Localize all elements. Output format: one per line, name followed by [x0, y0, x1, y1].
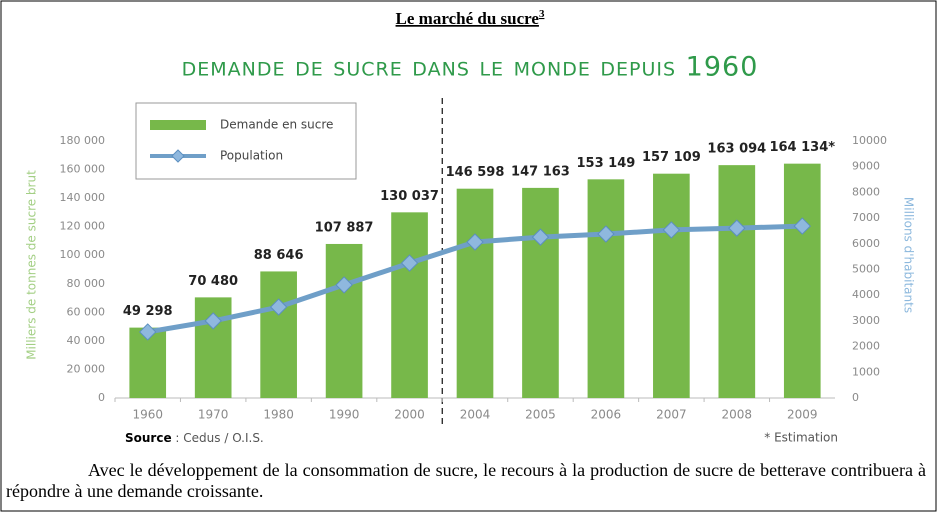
- bar: [325, 243, 363, 398]
- source-text: : Cedus / O.I.S.: [172, 431, 264, 445]
- bar: [587, 179, 625, 398]
- source: Source : Cedus / O.I.S.: [125, 431, 264, 445]
- footnote-ref: 3: [539, 8, 545, 20]
- y2-tick-label: 9000: [852, 160, 880, 173]
- note: * Estimation: [764, 431, 838, 445]
- y2-tick-label: 7000: [852, 211, 880, 224]
- legend-swatch: [150, 120, 206, 130]
- value-label: 49 298: [123, 304, 173, 319]
- y-tick-label: 140 000: [60, 191, 106, 204]
- y-tick-label: 60 000: [67, 305, 106, 318]
- y-tick-label: 120 000: [60, 220, 106, 233]
- legend-box: [135, 102, 357, 180]
- marker: [597, 225, 615, 243]
- x-tick-label: 1990: [329, 408, 360, 422]
- value-label: 157 109: [642, 150, 701, 165]
- y2-tick-label: 4000: [852, 288, 880, 301]
- value-label: 130 037: [380, 189, 439, 204]
- marker: [335, 276, 353, 294]
- value-label: 164 134*: [769, 140, 835, 155]
- y2-tick-label: 8000: [852, 185, 880, 198]
- x-tick-label: 2007: [656, 408, 687, 422]
- marker: [139, 323, 157, 341]
- legend-label: Demande en sucre: [220, 118, 333, 132]
- bar: [260, 271, 297, 398]
- x-tick-label: 2005: [525, 408, 556, 422]
- marker: [204, 312, 222, 330]
- y-tick-label: 20 000: [67, 362, 106, 375]
- source-label: Source: [125, 431, 172, 445]
- legend-marker: [171, 149, 185, 163]
- bar: [456, 188, 494, 398]
- x-tick-label: 1980: [263, 408, 294, 422]
- bar: [391, 212, 428, 398]
- y2-tick-label: 2000: [852, 340, 880, 353]
- marker: [269, 298, 288, 316]
- bar: [653, 173, 690, 398]
- y-tick-label: 40 000: [67, 334, 106, 347]
- doc-title: Le marché du sucre3: [396, 8, 545, 28]
- x-tick-label: 2009: [787, 408, 818, 422]
- x-tick-label: 1970: [198, 408, 229, 422]
- x-tick-label: 2006: [591, 408, 622, 422]
- chart-title: Demande de sucre dans le monde depuis 19…: [182, 52, 759, 83]
- y-tick-label: 100 000: [60, 248, 106, 261]
- doc-title-text: Le marché du sucre: [396, 9, 540, 28]
- value-label: 107 887: [315, 220, 374, 235]
- x-tick-label: 2000: [394, 408, 425, 422]
- legend-label: Population: [220, 149, 283, 163]
- x-tick-label: 2004: [460, 408, 491, 422]
- y2-tick-label: 10000: [852, 134, 887, 147]
- y2-tick-label: 3000: [852, 314, 880, 327]
- y-tick-label: 160 000: [60, 163, 106, 176]
- y2-tick-label: 0: [852, 391, 859, 404]
- marker: [466, 233, 484, 251]
- x-tick-label: 2008: [722, 408, 753, 422]
- bar: [783, 163, 821, 398]
- marker: [662, 221, 681, 239]
- value-label: 88 646: [254, 248, 304, 263]
- value-label: 70 480: [188, 274, 238, 289]
- value-label: 146 598: [446, 165, 505, 180]
- y2-tick-label: 6000: [852, 237, 880, 250]
- y2-tick-label: 1000: [852, 365, 880, 378]
- value-label: 147 163: [511, 164, 570, 179]
- value-label: 153 149: [577, 156, 636, 171]
- y2-tick-label: 5000: [852, 263, 880, 276]
- x-tick-label: 1960: [132, 408, 163, 422]
- y-tick-label: 80 000: [67, 277, 106, 290]
- paragraph: Avec le développement de la consommation…: [6, 460, 926, 501]
- marker: [728, 219, 746, 237]
- value-label: 163 094: [707, 142, 766, 157]
- bar: [522, 187, 559, 398]
- y-tick-label: 180 000: [60, 134, 106, 147]
- marker: [531, 228, 550, 246]
- bar: [718, 165, 756, 398]
- marker: [400, 254, 419, 272]
- marker: [793, 217, 811, 235]
- y2-axis-label: Millions d'habitants: [902, 197, 916, 313]
- y-axis-label: Milliers de tonnes de sucre brut: [25, 170, 39, 360]
- y-tick-label: 0: [98, 391, 105, 404]
